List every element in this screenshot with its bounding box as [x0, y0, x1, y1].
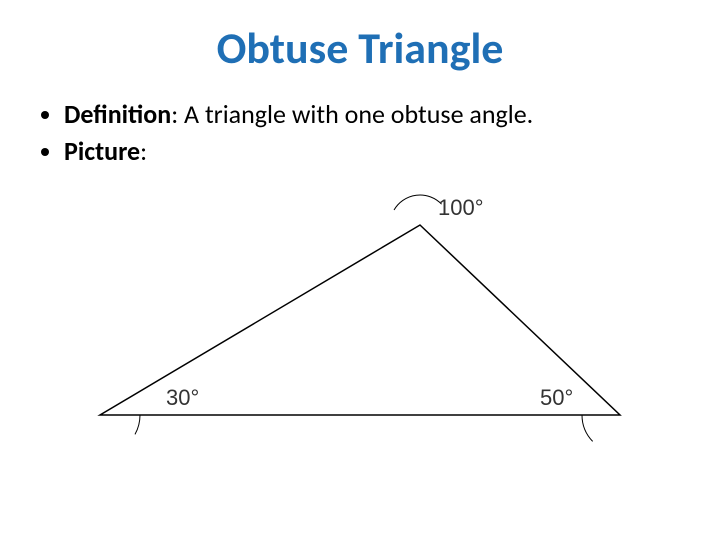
picture-text: :: [140, 135, 147, 167]
picture-label: Picture: [64, 135, 140, 167]
bullet-list: Definition: A triangle with one obtuse a…: [36, 98, 684, 167]
angle-label-top: 100°: [438, 195, 484, 221]
bullet-picture: Picture:: [64, 135, 684, 168]
slide-title: Obtuse Triangle: [36, 24, 684, 72]
slide: Obtuse Triangle Definition: A triangle w…: [0, 0, 720, 540]
angle-label-left: 30°: [166, 385, 199, 411]
definition-label: Definition: [64, 98, 171, 130]
bullet-definition: Definition: A triangle with one obtuse a…: [64, 98, 684, 131]
angle-label-right: 50°: [540, 385, 573, 411]
triangle-figure: 100° 30° 50°: [80, 185, 640, 445]
definition-text: : A triangle with one obtuse angle.: [171, 98, 533, 130]
